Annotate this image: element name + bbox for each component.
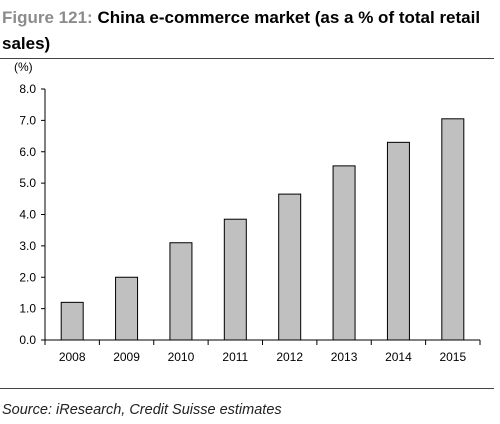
bar-2009 bbox=[115, 276, 139, 341]
y-tick-label: 4.0 bbox=[19, 208, 36, 222]
y-tick-label: 1.0 bbox=[19, 302, 36, 316]
bar-2011 bbox=[223, 218, 247, 341]
bar-2010 bbox=[169, 242, 193, 341]
x-tick-label: 2010 bbox=[168, 350, 195, 364]
y-tick-label: 7.0 bbox=[19, 113, 36, 127]
top-divider bbox=[0, 58, 494, 59]
bar-2012 bbox=[278, 193, 302, 341]
figure-label: Figure 121: bbox=[2, 8, 93, 27]
x-tick-label: 2014 bbox=[385, 350, 412, 364]
y-tick-label: 8.0 bbox=[19, 82, 36, 96]
bars bbox=[60, 118, 465, 341]
x-tick-label: 2013 bbox=[331, 350, 358, 364]
bottom-divider bbox=[0, 388, 494, 389]
x-tick-label: 2009 bbox=[113, 350, 140, 364]
y-tick-label: 5.0 bbox=[19, 176, 36, 190]
y-tick-label: 3.0 bbox=[19, 239, 36, 253]
bar-2013 bbox=[332, 165, 356, 341]
chart-title: Figure 121: China e-commerce market (as … bbox=[2, 5, 492, 57]
x-axis: 2008 2009 2010 2011 2012 2013 2014 2015 bbox=[44, 339, 481, 364]
y-tick-label: 6.0 bbox=[19, 145, 36, 159]
x-tick-label: 2012 bbox=[276, 350, 303, 364]
y-tick-label: 0.0 bbox=[19, 333, 36, 347]
bar-2014 bbox=[386, 141, 410, 341]
x-tick-label: 2015 bbox=[439, 350, 466, 364]
x-tick-label: 2011 bbox=[222, 350, 248, 364]
x-tick-label: 2008 bbox=[59, 350, 86, 364]
y-unit-label: (%) bbox=[14, 60, 33, 74]
bar-2008 bbox=[60, 301, 84, 341]
y-tick-label: 2.0 bbox=[19, 270, 36, 284]
figure-title: China e-commerce market (as a % of total… bbox=[2, 8, 481, 53]
bar-2015 bbox=[441, 118, 465, 341]
y-axis: 0.0 1.0 2.0 3.0 4.0 5.0 6.0 7.0 8.0 bbox=[19, 82, 46, 347]
source-note: Source: iResearch, Credit Suisse estimat… bbox=[2, 402, 282, 418]
